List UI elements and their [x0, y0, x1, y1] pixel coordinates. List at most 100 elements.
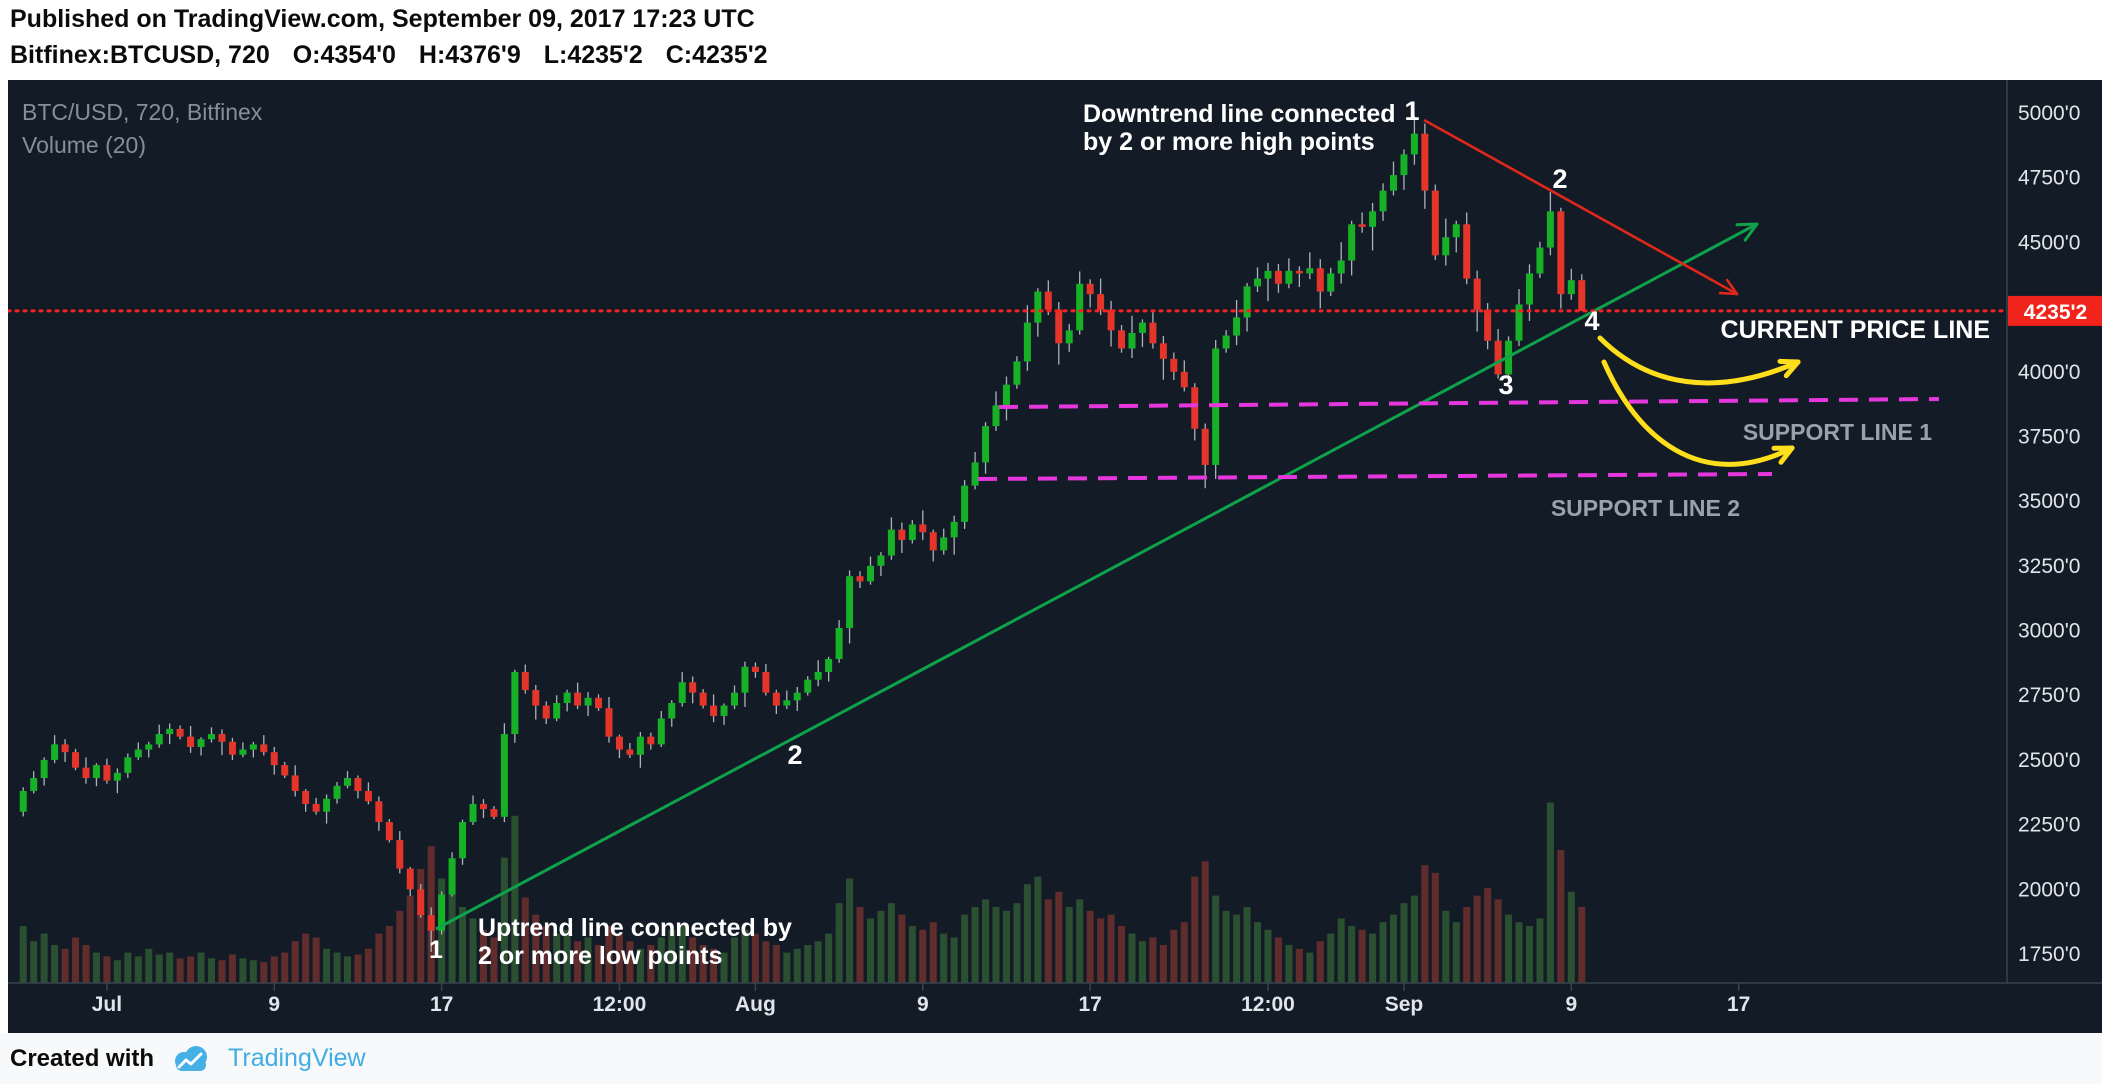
- candle-body: [281, 765, 289, 776]
- ohlc-low: L:4235'2: [543, 41, 643, 69]
- candle: [375, 796, 383, 831]
- candle: [490, 806, 498, 820]
- candle-body: [814, 671, 822, 680]
- time-tick-label: 12:00: [593, 993, 647, 1016]
- volume-bar: [291, 941, 299, 983]
- price-axis[interactable]: 5000'04750'04500'04250'04000'03750'03500…: [2018, 102, 2080, 966]
- candle-body: [92, 765, 100, 779]
- candle-body: [197, 739, 205, 747]
- candle: [1431, 184, 1439, 260]
- candle: [124, 753, 132, 778]
- candle: [1034, 288, 1042, 337]
- candle: [1233, 299, 1241, 346]
- candle: [877, 552, 885, 576]
- time-axis[interactable]: Jul 9 17 12:00 Aug 9 17 12:00 Sep 9 17: [92, 983, 1751, 1016]
- candle-body: [1201, 428, 1209, 465]
- volume-bar: [103, 956, 111, 983]
- candle: [689, 676, 697, 704]
- candle-body: [40, 759, 48, 779]
- candle: [343, 771, 351, 789]
- volume-bar: [1097, 918, 1105, 983]
- candle-body: [1410, 133, 1418, 155]
- candle: [532, 685, 540, 720]
- candle-body: [1536, 247, 1544, 274]
- candle-body: [427, 915, 435, 931]
- candle: [1285, 258, 1293, 289]
- candle-body: [1243, 286, 1251, 318]
- volume-bar: [1410, 895, 1418, 983]
- candle-body: [19, 790, 27, 812]
- candle: [113, 768, 121, 794]
- current-price-label: CURRENT PRICE LINE: [1721, 316, 1990, 344]
- volume-bar: [1013, 903, 1021, 983]
- candle: [605, 696, 613, 743]
- candle: [898, 522, 906, 553]
- volume-bar: [657, 937, 665, 983]
- volume-bar: [1044, 899, 1052, 983]
- chart-area[interactable]: Downtrend line connected by 2 or more hig…: [8, 80, 2102, 1033]
- candle-body: [563, 692, 571, 703]
- candle: [218, 729, 226, 756]
- candle: [260, 735, 268, 756]
- volume-bar: [1536, 918, 1544, 983]
- candle-body: [846, 576, 854, 628]
- candle: [61, 739, 69, 762]
- tradingview-brand-link[interactable]: TradingView: [228, 1044, 366, 1072]
- candle: [595, 694, 603, 711]
- candle-body: [312, 803, 320, 812]
- volume-bar: [1086, 910, 1094, 983]
- candle: [846, 570, 854, 644]
- point-1-label: 1: [1404, 96, 1419, 126]
- candle-body: [898, 529, 906, 540]
- candle-body: [1348, 224, 1356, 261]
- volume-bar: [887, 903, 895, 983]
- candle: [793, 686, 801, 712]
- volume-bar: [1243, 907, 1251, 983]
- volume-bar: [72, 937, 80, 983]
- candle-body: [479, 803, 487, 810]
- candle-body: [982, 426, 990, 463]
- price-tick-label: 4750'0: [2018, 167, 2080, 190]
- volume-bar: [417, 869, 425, 983]
- volume-bar: [1557, 850, 1565, 983]
- volume-bar: [176, 958, 184, 983]
- candle-body: [490, 809, 498, 817]
- volume-bar: [772, 945, 780, 983]
- candle-body: [1264, 270, 1272, 279]
- volume-bar: [40, 933, 48, 983]
- candle: [741, 661, 749, 707]
- volume-bar: [134, 956, 142, 983]
- volume-bar: [647, 945, 655, 983]
- candle: [249, 741, 257, 758]
- support-line-1: [998, 397, 1940, 409]
- volume-bar: [51, 945, 59, 983]
- volume-bar: [490, 937, 498, 983]
- candles-layer: [19, 116, 1586, 952]
- volume-bar: [668, 929, 676, 983]
- volume-bar: [1484, 888, 1492, 983]
- candle-body: [710, 705, 718, 716]
- candle: [1097, 278, 1105, 316]
- candle: [887, 517, 895, 560]
- volume-bar: [30, 941, 38, 983]
- volume-bar: [615, 933, 623, 983]
- candle: [1494, 328, 1502, 379]
- candle: [856, 571, 864, 588]
- volume-bar: [1065, 907, 1073, 983]
- candle-body: [992, 405, 1000, 427]
- candle-body: [511, 671, 519, 735]
- candle: [1295, 266, 1303, 288]
- volume-bar: [1567, 891, 1575, 983]
- candle: [479, 799, 487, 819]
- tradingview-logo-icon[interactable]: [168, 1043, 214, 1075]
- candle: [668, 700, 676, 727]
- volume-bar: [961, 914, 969, 983]
- candle: [312, 797, 320, 815]
- candle-body: [417, 889, 425, 916]
- candle-body: [521, 671, 529, 691]
- volume-bar: [699, 945, 707, 983]
- candle: [1442, 218, 1450, 266]
- candle: [40, 757, 48, 786]
- candle: [239, 742, 247, 758]
